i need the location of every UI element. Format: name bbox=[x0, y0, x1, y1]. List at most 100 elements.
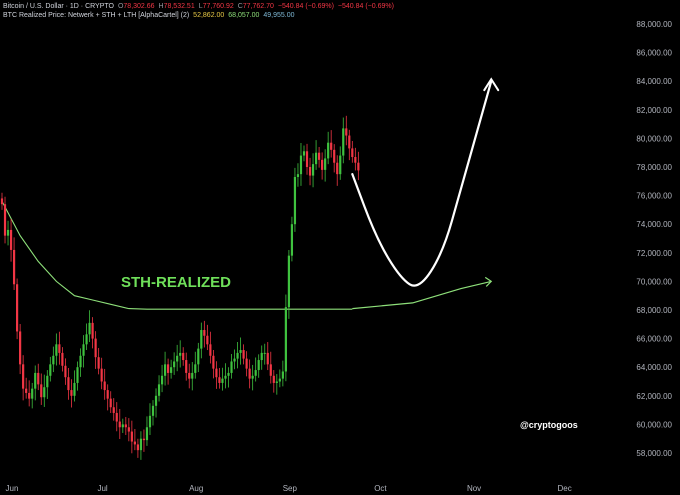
candle-body bbox=[109, 398, 112, 408]
candle-body bbox=[25, 388, 28, 393]
candle-body bbox=[212, 355, 215, 369]
candle-body bbox=[215, 368, 218, 378]
candle-body bbox=[318, 152, 321, 160]
indicator-value-1: 52,862.00 bbox=[193, 12, 225, 19]
candle-body bbox=[85, 334, 88, 345]
candle-body bbox=[115, 412, 118, 422]
candle-body bbox=[118, 421, 121, 428]
candle-body bbox=[3, 204, 7, 236]
candle-body bbox=[305, 151, 309, 167]
y-tick-label: 62,000.00 bbox=[636, 392, 672, 401]
candle-body bbox=[333, 149, 336, 163]
candle-body bbox=[242, 350, 245, 359]
x-axis: Jun Jul Aug Sep Oct Nov Dec bbox=[6, 484, 572, 493]
candle-body bbox=[79, 355, 82, 368]
candle-body bbox=[136, 444, 139, 451]
chart-header-line2: BTC Realized Price: Netwerk + STH + LTH … bbox=[3, 11, 297, 20]
candle-body bbox=[299, 155, 303, 175]
candle-body bbox=[6, 229, 10, 236]
candle-body bbox=[330, 142, 333, 150]
candle-body bbox=[145, 427, 149, 441]
candle-body bbox=[269, 364, 272, 376]
projection-annotations bbox=[351, 77, 500, 310]
candle-body bbox=[148, 415, 152, 428]
candle-body bbox=[236, 352, 239, 359]
candle-body bbox=[82, 344, 85, 356]
open-key: O bbox=[117, 3, 124, 10]
y-tick-label: 84,000.00 bbox=[636, 77, 672, 86]
candle-body bbox=[278, 378, 281, 382]
y-tick-label: 70,000.00 bbox=[636, 277, 672, 286]
candle-body bbox=[55, 344, 58, 356]
change-value-2: −540.84 (−0.69%) bbox=[337, 3, 394, 10]
y-tick-label: 74,000.00 bbox=[636, 220, 672, 229]
candle-body bbox=[218, 377, 221, 383]
y-tick-label: 78,000.00 bbox=[636, 163, 672, 172]
candle-body bbox=[154, 395, 158, 406]
candle-body bbox=[197, 348, 200, 365]
candle-body bbox=[124, 424, 127, 428]
candle-body bbox=[311, 164, 315, 176]
candle-body bbox=[52, 355, 55, 365]
projection-arrowhead bbox=[483, 77, 500, 92]
candle-body bbox=[103, 381, 106, 391]
candle-body bbox=[351, 148, 354, 157]
candle-body bbox=[167, 364, 170, 373]
candle-body bbox=[185, 360, 188, 373]
candle-body bbox=[31, 388, 34, 399]
y-tick-label: 72,000.00 bbox=[636, 249, 672, 258]
y-axis: 88,000.00 86,000.00 84,000.00 82,000.00 80,0… bbox=[636, 20, 672, 458]
candle-body bbox=[34, 372, 37, 389]
close-value: 77,762.70 bbox=[242, 3, 274, 10]
y-tick-label: 86,000.00 bbox=[636, 49, 672, 58]
candle-body bbox=[94, 338, 97, 358]
candle-body bbox=[302, 151, 306, 156]
candle-body bbox=[70, 390, 73, 396]
candle-body bbox=[263, 352, 266, 354]
candle-body bbox=[130, 431, 133, 442]
candle-body bbox=[287, 255, 290, 308]
candle-body bbox=[64, 365, 67, 378]
x-tick-label: Jun bbox=[6, 484, 19, 493]
candle-body bbox=[157, 384, 161, 396]
sth-realized-label: STH-REALIZED bbox=[121, 274, 231, 291]
sth-projection-arrowhead bbox=[484, 276, 493, 287]
chart-header-line1: Bitcoin / U.S. Dollar · 1D · CRYPTO O78,… bbox=[3, 2, 396, 11]
candle-body bbox=[49, 364, 52, 376]
candle-body bbox=[245, 358, 248, 369]
candle-body bbox=[76, 367, 79, 383]
candle-body bbox=[46, 375, 49, 388]
candle-body bbox=[40, 384, 43, 398]
candle-body bbox=[342, 128, 345, 156]
candle-body bbox=[314, 152, 318, 165]
candle-body bbox=[308, 167, 312, 176]
low-key: L bbox=[198, 3, 203, 10]
candle-body bbox=[284, 307, 287, 372]
y-tick-label: 58,000.00 bbox=[636, 449, 672, 458]
candle-body bbox=[260, 352, 263, 361]
candle-body bbox=[206, 335, 209, 345]
change-value: −540.84 (−0.69%) bbox=[277, 3, 334, 10]
candle-body bbox=[266, 352, 269, 365]
candle-body bbox=[67, 377, 70, 391]
candle-body bbox=[327, 142, 330, 159]
sth-line bbox=[1, 201, 353, 310]
candle-body bbox=[176, 355, 179, 362]
high-key: H bbox=[158, 3, 164, 10]
candle-body bbox=[61, 352, 64, 366]
open-value: 78,302.66 bbox=[123, 3, 155, 10]
candle-body bbox=[142, 438, 146, 441]
candle-body bbox=[357, 162, 360, 171]
y-tick-label: 66,000.00 bbox=[636, 335, 672, 344]
indicator-value-3: 49,955.00 bbox=[263, 12, 295, 19]
candle-body bbox=[321, 159, 324, 170]
candle-body bbox=[257, 360, 260, 371]
candle-body bbox=[336, 162, 339, 175]
y-tick-label: 68,000.00 bbox=[636, 306, 672, 315]
candle-body bbox=[58, 344, 61, 353]
candle-body bbox=[9, 229, 13, 250]
candle-body bbox=[173, 361, 176, 368]
candles bbox=[0, 115, 360, 460]
candle-body bbox=[37, 372, 40, 385]
